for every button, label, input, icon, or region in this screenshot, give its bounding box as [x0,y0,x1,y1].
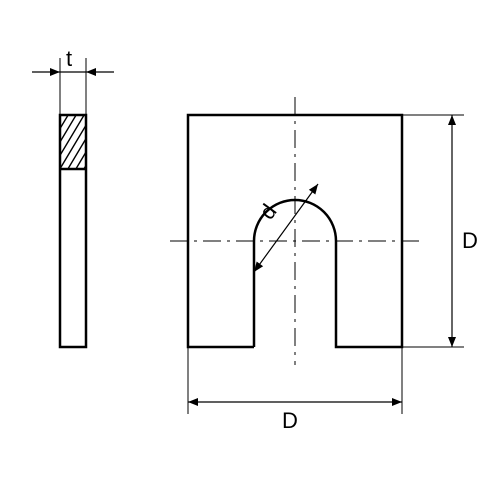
arrowhead [392,398,402,406]
technical-drawing: tDDd [0,0,500,500]
arrowhead [188,398,198,406]
arrowhead [448,337,456,347]
arrowhead [86,68,96,76]
dim-label-t: t [66,46,72,71]
arrowhead [309,184,318,194]
arrowhead [50,68,60,76]
dim-label-D-h: D [282,408,298,433]
arrowhead [448,115,456,125]
arrowhead [254,262,263,272]
dim-label-D-v: D [462,228,478,253]
section-hatch [0,75,252,209]
dim-line-d [254,184,318,272]
